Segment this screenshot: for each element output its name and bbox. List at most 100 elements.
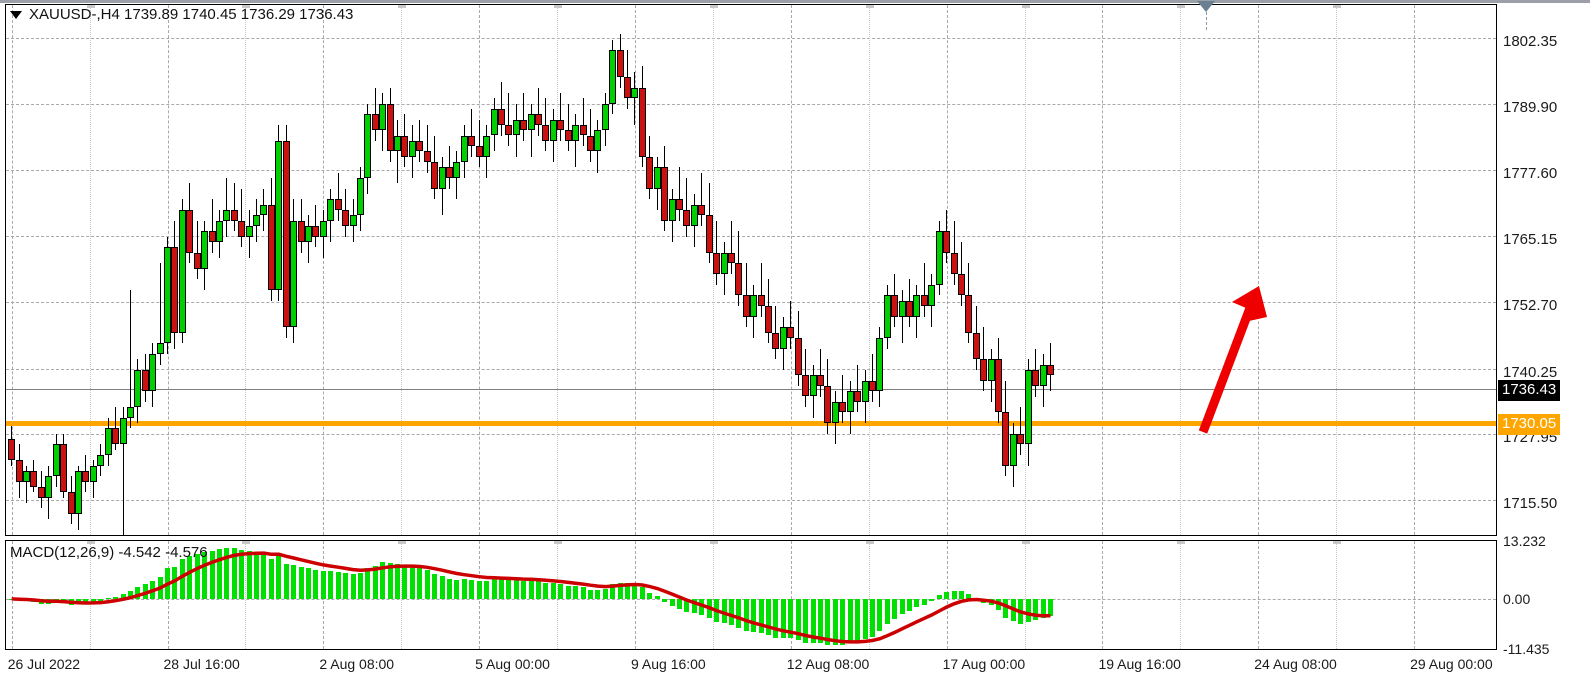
candle-wick <box>538 87 540 136</box>
support-level-price-tag[interactable]: 1730.05 <box>1498 413 1561 435</box>
candle-wick <box>842 375 844 424</box>
macd-histogram-bar <box>869 598 875 637</box>
macd-histogram-bar <box>513 579 519 599</box>
macd-histogram-bar <box>758 598 764 634</box>
time-gridline-minor <box>557 5 559 535</box>
candle-bearish <box>661 167 669 221</box>
time-axis[interactable]: 26 Jul 2022 28 Jul 16:00 2 Aug 08:00 5 Aug … <box>0 651 1590 689</box>
macd-histogram-bar <box>31 598 37 603</box>
candle-bullish <box>201 231 209 269</box>
candle-wick <box>426 124 428 173</box>
candle-bullish <box>260 204 268 216</box>
macd-histogram-bar <box>699 598 705 615</box>
candle-bearish <box>972 332 980 360</box>
macd-histogram-bar <box>357 573 363 599</box>
macd-histogram-bar <box>313 570 319 599</box>
macd-histogram-bar <box>1025 598 1031 622</box>
candle-bullish <box>831 401 839 424</box>
candle-bullish <box>394 135 402 152</box>
candle-bullish <box>490 108 498 136</box>
candle-bearish <box>334 199 342 211</box>
macd-histogram-bar <box>580 587 586 599</box>
candle-bearish <box>698 204 706 216</box>
candle-bullish <box>364 114 372 179</box>
last-price-line[interactable] <box>6 388 1496 390</box>
candle-bullish <box>149 353 157 392</box>
macd-histogram-bar <box>625 582 631 599</box>
macd-histogram-bar <box>16 598 22 601</box>
macd-histogram-bar <box>877 598 883 632</box>
candle-bearish <box>995 359 1003 413</box>
macd-histogram-bar <box>1033 598 1039 621</box>
macd-histogram-bar <box>936 595 942 599</box>
price-axis-tick: 1789.90 <box>1503 99 1558 117</box>
triangle-down-icon[interactable] <box>10 10 22 19</box>
candle-bearish <box>267 204 275 290</box>
time-gridline <box>1258 541 1260 649</box>
candle-bearish <box>186 210 194 253</box>
candle-bullish <box>305 226 312 243</box>
candle-bearish <box>965 295 973 333</box>
candle-bullish <box>89 465 97 482</box>
macd-axis[interactable]: 13.232 0.00 -11.435 <box>1497 534 1590 656</box>
candle-bearish <box>445 167 453 179</box>
candle-bearish <box>416 140 424 152</box>
candle-bearish <box>757 295 765 306</box>
candle-bearish <box>624 76 632 99</box>
candle-bearish <box>891 295 899 317</box>
macd-histogram-bar <box>276 554 282 599</box>
candle-wick <box>397 119 399 184</box>
candle-bullish <box>290 220 298 328</box>
candle-bearish <box>854 391 862 402</box>
candle-bearish <box>557 119 565 131</box>
macd-histogram-bar <box>728 598 734 625</box>
macd-histogram-bar <box>135 586 141 599</box>
candle-bearish <box>579 124 587 136</box>
candle-bearish <box>950 252 958 274</box>
candle-bullish <box>408 140 416 157</box>
candle-bullish <box>97 455 105 466</box>
macd-histogram-bar <box>105 598 111 600</box>
macd-histogram-bar <box>224 547 230 599</box>
macd-histogram-bar <box>387 563 393 599</box>
candle-bearish <box>705 215 713 253</box>
candle-bearish <box>15 460 23 482</box>
candle-bullish <box>126 407 134 418</box>
candle-wick <box>716 220 718 285</box>
price-gridline <box>6 169 1496 171</box>
candle-bearish <box>520 119 528 131</box>
candle-bearish <box>839 401 847 413</box>
time-axis-tick: 9 Aug 16:00 <box>630 656 706 672</box>
candle-wick <box>419 119 421 163</box>
macd-indicator-plot[interactable] <box>6 541 1496 649</box>
candle-bullish <box>750 295 758 317</box>
candle-bullish <box>572 124 580 141</box>
macd-histogram-bar <box>395 563 401 599</box>
chart-position-marker-icon <box>1197 1 1216 12</box>
macd-histogram-bar <box>973 598 979 600</box>
macd-histogram-bar <box>476 580 482 599</box>
symbol-header: XAUUSD-,H4 1739.89 1740.45 1736.29 1736.… <box>10 7 353 22</box>
macd-histogram-bar <box>380 562 386 599</box>
candle-bullish <box>104 428 112 456</box>
price-axis-tick: 1802.35 <box>1503 32 1558 50</box>
candle-bearish <box>787 327 795 338</box>
price-gridline <box>6 104 1496 106</box>
macd-histogram-bar <box>61 598 67 603</box>
price-axis[interactable]: 1802.35 1789.90 1777.60 1765.15 1752.70 1740.… <box>1497 4 1590 536</box>
price-chart-plot[interactable] <box>6 5 1496 535</box>
candle-bearish <box>497 108 505 125</box>
candle-bearish <box>238 220 246 237</box>
last-price-tag[interactable]: 1736.43 <box>1498 379 1561 401</box>
time-gridline-minor <box>712 541 714 649</box>
macd-histogram-bar <box>68 598 74 606</box>
macd-histogram-bar <box>736 598 742 628</box>
candle-bearish <box>60 444 68 493</box>
support-level-line[interactable] <box>6 420 1496 426</box>
price-gridline <box>6 434 1496 436</box>
time-axis-tick: 26 Jul 2022 <box>7 656 81 672</box>
macd-histogram-bar <box>261 552 267 599</box>
time-axis-tick: 28 Jul 16:00 <box>163 656 240 672</box>
candle-wick <box>953 220 955 285</box>
macd-histogram-bar <box>855 598 861 642</box>
